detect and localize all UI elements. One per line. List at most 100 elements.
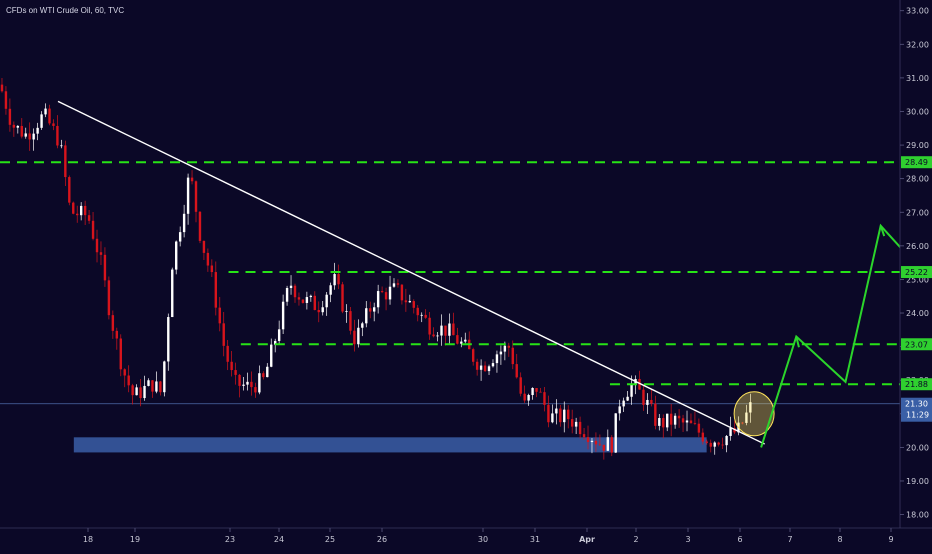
candle bbox=[48, 104, 51, 126]
candle bbox=[685, 410, 689, 432]
level-badge bbox=[901, 266, 932, 279]
candle bbox=[396, 279, 400, 288]
candle bbox=[408, 294, 412, 303]
candle bbox=[614, 413, 617, 453]
candle-body bbox=[0, 84, 4, 92]
candle bbox=[404, 288, 408, 312]
candle-body bbox=[99, 252, 103, 255]
candle-body bbox=[214, 272, 218, 308]
y-tick-label: 18.00 bbox=[906, 511, 929, 520]
candle bbox=[277, 320, 281, 345]
candle-body bbox=[333, 274, 336, 286]
candle bbox=[353, 319, 356, 352]
candle bbox=[36, 122, 39, 141]
candle bbox=[285, 285, 289, 306]
candle-body bbox=[242, 384, 245, 386]
candle-body bbox=[618, 406, 621, 414]
candle bbox=[8, 98, 12, 132]
candle bbox=[380, 286, 384, 294]
candle bbox=[432, 327, 435, 338]
candle bbox=[123, 368, 126, 388]
candle-body bbox=[654, 403, 657, 426]
candle-body bbox=[135, 387, 138, 396]
candle-body bbox=[266, 366, 269, 378]
candle-body bbox=[262, 373, 265, 378]
candle-body bbox=[547, 404, 550, 423]
candle-body bbox=[650, 399, 653, 404]
candle-body bbox=[559, 408, 562, 423]
candle-body bbox=[202, 240, 206, 253]
candle bbox=[266, 363, 269, 378]
candle bbox=[325, 291, 328, 316]
level-badge-label: 28.49 bbox=[905, 158, 928, 167]
candle bbox=[444, 325, 447, 346]
candle-body bbox=[250, 381, 253, 388]
candle-body bbox=[345, 311, 348, 312]
candle bbox=[258, 365, 261, 395]
candle-body bbox=[341, 284, 344, 312]
candle bbox=[555, 399, 558, 425]
candle-body bbox=[578, 421, 582, 435]
candle-body bbox=[646, 399, 649, 405]
candle-body bbox=[741, 422, 744, 424]
y-tick-label: 30.00 bbox=[906, 107, 929, 116]
level-badge bbox=[901, 378, 932, 391]
candle bbox=[424, 309, 427, 319]
candle-body bbox=[321, 307, 324, 313]
candle-body bbox=[48, 108, 51, 124]
y-tick-label: 28.00 bbox=[906, 175, 929, 184]
candle-body bbox=[610, 437, 613, 453]
candle bbox=[214, 261, 218, 316]
candle-body bbox=[471, 349, 475, 362]
candle bbox=[293, 283, 297, 303]
candle-body bbox=[479, 365, 483, 370]
candle-body bbox=[127, 375, 130, 386]
candle bbox=[135, 384, 138, 396]
candle-body bbox=[495, 354, 499, 364]
candle bbox=[289, 275, 293, 295]
candle bbox=[372, 302, 376, 322]
candle-body bbox=[159, 381, 162, 393]
candle-body bbox=[456, 335, 459, 344]
candle-body bbox=[511, 347, 514, 365]
candle bbox=[717, 441, 720, 447]
candle bbox=[547, 395, 550, 428]
candle bbox=[218, 296, 221, 332]
candle-body bbox=[337, 274, 340, 285]
candle-body bbox=[44, 108, 47, 115]
candle-body bbox=[24, 133, 27, 137]
candle-body bbox=[685, 420, 689, 423]
candle-body bbox=[147, 380, 150, 386]
x-tick-label: 7 bbox=[787, 535, 792, 544]
candle-body bbox=[725, 435, 728, 446]
candle-body bbox=[293, 285, 297, 298]
candle-body bbox=[570, 419, 574, 427]
candle-body bbox=[677, 415, 681, 419]
candle bbox=[163, 360, 166, 397]
candle bbox=[471, 347, 475, 366]
candle-body bbox=[95, 238, 99, 253]
arrowhead bbox=[795, 336, 800, 348]
candle bbox=[262, 371, 265, 380]
candle bbox=[365, 301, 368, 328]
candle-body bbox=[460, 341, 463, 344]
candle-body bbox=[412, 301, 415, 308]
candle-body bbox=[139, 387, 142, 399]
candle-body bbox=[76, 213, 79, 216]
candle-body bbox=[681, 418, 685, 423]
candle-body bbox=[325, 294, 328, 308]
candle bbox=[64, 140, 67, 186]
candle bbox=[250, 371, 253, 396]
candle bbox=[511, 340, 514, 370]
candle-body bbox=[614, 413, 617, 453]
candle bbox=[491, 359, 495, 368]
candle bbox=[317, 301, 320, 323]
candle bbox=[210, 259, 214, 277]
candle-body bbox=[285, 288, 289, 302]
candle bbox=[341, 281, 344, 314]
candle bbox=[297, 292, 301, 306]
candle-body bbox=[281, 301, 285, 330]
candle bbox=[646, 393, 649, 414]
candle-body bbox=[420, 314, 423, 316]
